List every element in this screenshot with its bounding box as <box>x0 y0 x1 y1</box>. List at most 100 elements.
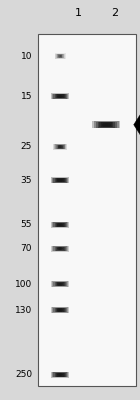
Bar <box>59 54 62 58</box>
Bar <box>56 373 65 377</box>
Bar <box>59 95 61 98</box>
Bar <box>53 308 67 312</box>
Bar <box>56 223 65 227</box>
Bar <box>57 308 64 312</box>
Bar <box>51 94 69 99</box>
Text: 70: 70 <box>21 244 32 253</box>
Polygon shape <box>134 113 140 137</box>
Bar <box>56 247 65 251</box>
Bar <box>59 146 61 148</box>
Bar <box>54 94 66 98</box>
Bar <box>58 55 62 57</box>
Bar <box>55 54 65 59</box>
Bar <box>38 34 136 386</box>
Bar <box>57 247 64 250</box>
Bar <box>57 178 64 182</box>
Text: 250: 250 <box>15 370 32 379</box>
Bar <box>59 309 61 311</box>
Bar <box>102 124 111 126</box>
Bar <box>51 246 69 252</box>
Text: 55: 55 <box>21 220 32 229</box>
Bar <box>54 246 66 251</box>
Bar <box>59 224 61 226</box>
Bar <box>57 309 63 311</box>
Text: 10: 10 <box>21 52 32 60</box>
Bar <box>52 372 68 377</box>
Bar <box>98 122 115 128</box>
Bar <box>56 54 64 58</box>
Bar <box>58 54 62 58</box>
Bar <box>53 144 67 150</box>
Bar <box>51 222 69 228</box>
Bar <box>54 282 66 286</box>
Bar <box>58 95 62 98</box>
Bar <box>54 308 66 312</box>
Bar <box>60 55 61 58</box>
Bar <box>55 53 66 59</box>
Bar <box>56 282 65 286</box>
Bar <box>54 373 66 377</box>
Bar <box>57 96 63 97</box>
Bar <box>57 282 64 286</box>
Bar <box>51 307 69 313</box>
Bar <box>58 223 62 226</box>
Bar <box>54 178 66 182</box>
Bar <box>57 374 63 376</box>
Bar <box>92 121 120 128</box>
Bar <box>57 223 64 227</box>
Bar <box>57 145 64 149</box>
Bar <box>54 223 66 227</box>
Text: 1: 1 <box>75 8 82 18</box>
Bar <box>52 246 68 251</box>
Bar <box>56 145 65 149</box>
Bar <box>57 54 64 58</box>
Bar <box>56 94 65 98</box>
Bar <box>52 282 68 287</box>
Bar <box>96 122 117 128</box>
Text: 25: 25 <box>21 142 32 151</box>
Bar <box>52 94 68 99</box>
Bar <box>58 145 63 148</box>
Bar <box>56 308 65 312</box>
Bar <box>57 224 63 226</box>
Bar <box>58 308 62 312</box>
Bar <box>59 283 61 285</box>
Bar <box>51 177 69 183</box>
Bar <box>103 123 110 127</box>
Bar <box>59 248 61 250</box>
Bar <box>59 145 62 148</box>
Bar <box>58 373 62 376</box>
Bar <box>58 146 63 148</box>
Bar <box>58 247 62 250</box>
Bar <box>105 123 108 126</box>
Bar <box>58 178 62 182</box>
Bar <box>57 54 63 58</box>
Bar <box>53 282 67 286</box>
Text: 15: 15 <box>21 92 32 101</box>
Text: 35: 35 <box>21 176 32 185</box>
Bar <box>53 246 67 251</box>
Bar <box>57 180 63 181</box>
Bar <box>57 373 64 376</box>
Bar <box>53 94 67 99</box>
Bar <box>56 178 65 182</box>
Bar <box>57 248 63 250</box>
Text: 100: 100 <box>15 280 32 288</box>
Bar <box>57 94 64 98</box>
Bar <box>101 122 112 127</box>
Bar <box>52 222 68 228</box>
Bar <box>59 179 61 182</box>
Bar <box>52 178 68 183</box>
Bar <box>53 222 67 227</box>
Bar <box>51 281 69 287</box>
Bar <box>57 283 63 285</box>
Bar <box>58 282 62 286</box>
Bar <box>52 308 68 313</box>
Bar <box>51 372 69 378</box>
Text: 2: 2 <box>111 8 118 18</box>
Bar <box>54 144 66 150</box>
Bar <box>94 121 119 128</box>
Text: 130: 130 <box>15 306 32 314</box>
Bar <box>99 122 113 127</box>
Bar <box>53 178 67 182</box>
